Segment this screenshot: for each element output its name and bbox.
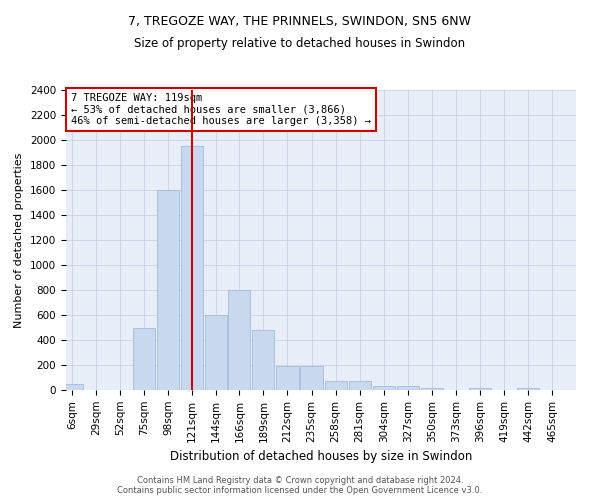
Bar — [253, 330, 274, 390]
Bar — [469, 388, 491, 390]
Bar — [61, 384, 83, 390]
Bar — [277, 366, 299, 390]
Text: Size of property relative to detached houses in Swindon: Size of property relative to detached ho… — [134, 38, 466, 51]
Bar — [373, 386, 395, 390]
Bar — [133, 328, 155, 390]
Bar — [397, 386, 419, 390]
Y-axis label: Number of detached properties: Number of detached properties — [14, 152, 25, 328]
Bar — [228, 290, 250, 390]
X-axis label: Distribution of detached houses by size in Swindon: Distribution of detached houses by size … — [170, 450, 472, 463]
Text: 7, TREGOZE WAY, THE PRINNELS, SWINDON, SN5 6NW: 7, TREGOZE WAY, THE PRINNELS, SWINDON, S… — [128, 15, 472, 28]
Text: 7 TREGOZE WAY: 119sqm
← 53% of detached houses are smaller (3,866)
46% of semi-d: 7 TREGOZE WAY: 119sqm ← 53% of detached … — [71, 93, 371, 126]
Bar — [181, 146, 203, 390]
Text: Contains HM Land Registry data © Crown copyright and database right 2024.
Contai: Contains HM Land Registry data © Crown c… — [118, 476, 482, 495]
Bar — [157, 190, 179, 390]
Bar — [301, 366, 323, 390]
Bar — [421, 388, 443, 390]
Bar — [205, 315, 227, 390]
Bar — [325, 380, 347, 390]
Bar — [349, 380, 371, 390]
Bar — [517, 388, 539, 390]
